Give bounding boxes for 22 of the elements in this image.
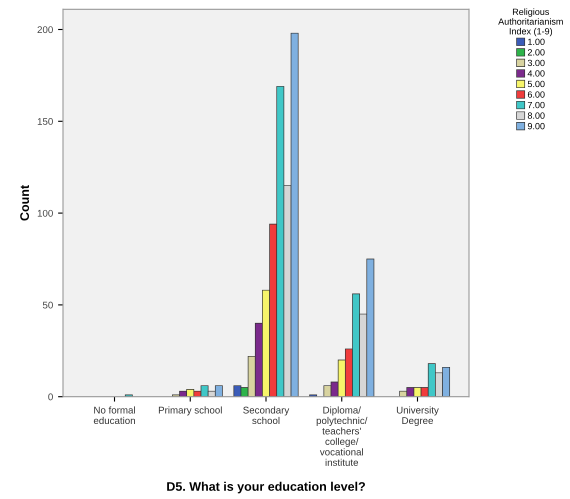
legend-label: 8.00 bbox=[528, 112, 545, 119]
legend-label: 5.00 bbox=[528, 80, 545, 88]
y-tick-label: 50 bbox=[42, 302, 53, 309]
x-axis-title: D5. What is your education level? bbox=[167, 482, 365, 494]
y-tick-label: 100 bbox=[38, 210, 53, 217]
x-tick-label: Diploma/ polytechnic/ teachers' college/ vocational institute bbox=[316, 406, 368, 466]
legend-label: 4.00 bbox=[528, 70, 545, 77]
legend-title: Religious Authoritarianism Index (1-9) bbox=[498, 8, 563, 36]
legend-label: 3.00 bbox=[528, 60, 545, 66]
legend-label: 7.00 bbox=[528, 102, 545, 108]
legend-label: 9.00 bbox=[528, 122, 545, 130]
y-tick-label: 0 bbox=[48, 393, 53, 400]
x-tick-label: Primary school bbox=[158, 406, 222, 416]
y-tick-label: 150 bbox=[38, 118, 53, 125]
x-tick-label: University Degree bbox=[396, 406, 439, 426]
legend-label: 6.00 bbox=[528, 91, 545, 98]
x-tick-label: No formal education bbox=[94, 406, 135, 424]
legend-label: 1.00 bbox=[528, 38, 545, 46]
x-tick-label: Secondary school bbox=[243, 406, 290, 424]
y-tick-label: 200 bbox=[38, 26, 53, 34]
y-axis-title: Count bbox=[20, 185, 30, 221]
legend-label: 2.00 bbox=[528, 49, 545, 56]
